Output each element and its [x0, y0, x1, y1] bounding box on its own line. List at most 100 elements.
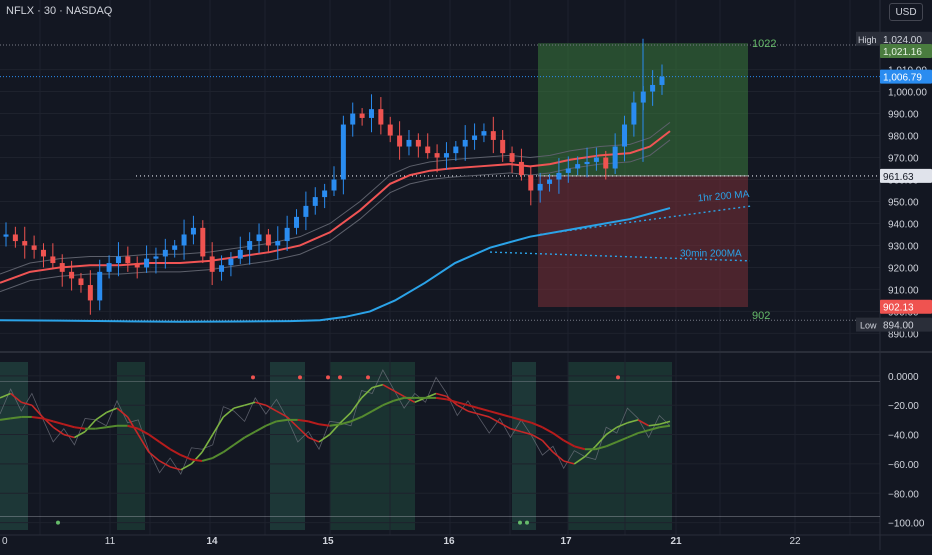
osc-baseline-segment: [499, 413, 511, 418]
osc-baseline-segment: [42, 417, 54, 423]
osc-ob-dot: [616, 375, 620, 380]
osc-signal-segment: [63, 433, 75, 439]
tag-902: 902.13: [880, 299, 932, 314]
osc-os-dot: [56, 520, 60, 525]
candle-body: [584, 161, 590, 165]
candle-body: [12, 234, 18, 242]
candle-body: [603, 157, 609, 169]
candle-body: [172, 245, 178, 250]
high-value-tag-text: 1,024.00: [883, 35, 922, 46]
osc-signal-segment: [84, 419, 97, 433]
candle-body: [565, 168, 571, 173]
tag-902-bg: [880, 299, 932, 314]
candle-body: [50, 256, 56, 264]
time-label: 0: [2, 536, 8, 547]
last-price-tag-bg: [880, 69, 932, 84]
candle-body: [453, 146, 459, 154]
osc-baseline-segment: [435, 396, 447, 401]
osc-baseline-segment: [233, 436, 246, 446]
candle-body: [125, 256, 131, 264]
osc-signal-segment: [616, 422, 628, 428]
osc-signal-segment: [233, 404, 245, 409]
low-value-tag-bg: [880, 317, 932, 332]
osc-signal-segment: [31, 404, 44, 418]
osc-baseline-segment: [180, 454, 192, 461]
candle-body: [237, 249, 243, 259]
candle-body: [331, 179, 337, 191]
osc-baseline-segment: [648, 426, 660, 432]
price-tick-label: 910.00: [888, 285, 919, 296]
price-tick-label: 890.00: [888, 329, 919, 340]
tag-961-text: 961.63: [883, 172, 914, 183]
osc-signal-segment: [659, 420, 671, 426]
osc-baseline-segment: [520, 418, 533, 424]
osc-signal-segment: [255, 401, 267, 406]
candle-body: [490, 131, 496, 140]
candle-body: [359, 113, 365, 118]
osc-os-dot: [518, 520, 522, 525]
price-tick-label: 1,000.00: [888, 88, 927, 99]
osc-baseline-segment: [10, 415, 22, 420]
osc-baseline-segment: [191, 458, 203, 462]
osc-baseline-segment: [276, 418, 288, 423]
candle-body: [22, 241, 28, 246]
time-label: 21: [670, 536, 682, 547]
osc-baseline-segment: [488, 410, 501, 415]
candle-body: [59, 263, 65, 272]
osc-ob-dot: [251, 375, 255, 380]
osc-signal-segment: [169, 466, 182, 471]
tag-1021-bg: [880, 44, 932, 59]
osc-baseline-segment: [265, 420, 277, 427]
osc-baseline-segment: [63, 423, 75, 429]
osc-signal-segment: [74, 430, 86, 439]
currency-button[interactable]: USD: [889, 3, 923, 21]
osc-signal-segment: [137, 434, 150, 453]
price-tick-label: 990.00: [888, 110, 919, 121]
osc-signal-segment: [478, 413, 490, 418]
symbol-title[interactable]: NFLX · 30 · NASDAQ: [6, 5, 113, 17]
candle-body: [537, 183, 543, 191]
osc-signal-segment: [488, 416, 501, 424]
osc-signal-segment: [148, 451, 161, 462]
candle-body: [69, 271, 75, 279]
osc-baseline-segment: [254, 424, 267, 433]
candle-body: [659, 76, 665, 85]
osc-os-dot: [525, 520, 529, 525]
osc-baseline-segment: [212, 451, 224, 459]
low-value-tag: 894.00: [880, 317, 932, 332]
osc-shade-band: [117, 362, 145, 530]
osc-baseline-segment: [222, 444, 235, 453]
osc-signal-segment: [190, 451, 203, 465]
ma-red-line: [0, 130, 671, 284]
osc-signal-segment: [106, 407, 118, 414]
osc-signal-segment: [21, 401, 33, 406]
last-price-tag: 1,006.79: [880, 69, 932, 84]
osc-signal-segment: [308, 436, 320, 443]
osc-tick-label: −20.00: [888, 401, 919, 412]
candle-body: [434, 153, 440, 158]
osc-ob-dot: [298, 375, 302, 380]
candle-body: [87, 285, 93, 301]
osc-baseline-segment: [382, 399, 394, 407]
candle-body: [265, 234, 271, 246]
osc-signal-segment: [456, 404, 469, 412]
candle-body: [443, 153, 449, 158]
candle-body: [650, 84, 656, 92]
candle-body: [228, 258, 234, 266]
osc-baseline-segment: [95, 426, 107, 430]
osc-signal-segment: [594, 434, 607, 447]
candle-body: [481, 131, 487, 136]
osc-signal-segment: [605, 426, 618, 436]
osc-signal-segment: [573, 455, 586, 465]
osc-signal-segment: [244, 401, 256, 406]
candle-body: [275, 241, 281, 246]
osc-baseline-segment: [137, 427, 150, 436]
osc-baseline-segment: [446, 398, 458, 404]
time-axis: 0 11 14 15 16 17 21 22: [2, 536, 801, 547]
osc-signal-segment: [467, 410, 479, 415]
candle-body: [462, 139, 468, 147]
candle-body: [256, 234, 262, 242]
osc-signal-segment: [382, 383, 394, 392]
